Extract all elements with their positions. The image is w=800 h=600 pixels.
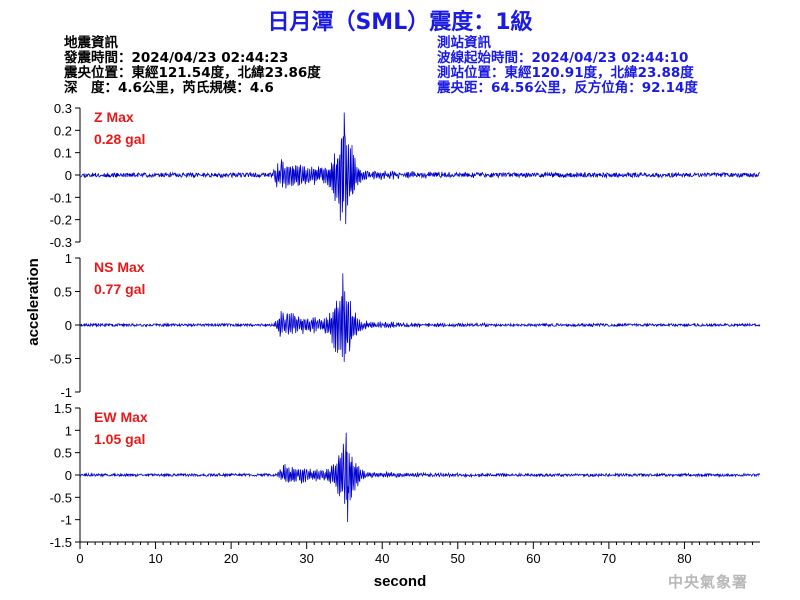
y-tick-label: 0.2: [54, 123, 72, 138]
y-tick-label: -0.5: [50, 352, 72, 367]
y-tick-label: 0.3: [54, 101, 72, 116]
panel-z: 0.3 0.2 0.1 0 -0.1 -0.2 -0.3 Z Max 0.28 gal: [50, 101, 761, 250]
x-tick-label: 20: [224, 551, 238, 566]
earthquake-info-line: 震央位置：東經121.54度，北緯23.86度: [64, 65, 321, 81]
y-tick-label: 0.1: [54, 146, 72, 161]
earthquake-info-line: 深 度：4.6公里，芮氏規模：4.6: [64, 80, 274, 96]
x-tick-label: 0: [76, 551, 83, 566]
x-tick-label: 40: [375, 551, 389, 566]
y-tick-label: -0.2: [50, 213, 72, 228]
earthquake-info-heading: 地震資訊: [64, 35, 118, 51]
station-info-heading: 測站資訊: [437, 35, 491, 51]
y-axis-label: acceleration: [25, 258, 42, 346]
x-axis-label: second: [374, 573, 427, 590]
max-value: 1.05 gal: [94, 431, 145, 447]
max-value: 0.28 gal: [94, 131, 145, 147]
x-tick-label: 60: [526, 551, 540, 566]
y-tick-label: 0.5: [54, 285, 72, 300]
max-label: Z Max: [94, 109, 134, 125]
x-tick-label: 70: [602, 551, 616, 566]
station-info-line: 震央距：64.56公里，反方位角：92.14度: [437, 80, 698, 96]
y-tick-label: 0.5: [54, 446, 72, 461]
x-tick-label: 50: [451, 551, 465, 566]
station-info: 測站資訊 波線起始時間：2024/04/23 02:44:10 測站位置：東經1…: [437, 36, 698, 96]
y-tick-label: -0.3: [50, 235, 72, 250]
y-tick-label: -1.5: [50, 535, 72, 550]
earthquake-info: 地震資訊 發震時間：2024/04/23 02:44:23 震央位置：東經121…: [64, 36, 321, 96]
y-tick-label: 0: [65, 468, 72, 483]
waveform-trace-ew: [79, 432, 761, 522]
y-tick-label: 1: [65, 251, 72, 266]
y-tick-label: -1: [60, 513, 72, 528]
panel-ew: 1.5 1 0.5 0 -0.5 -1 -1.5 EW Max 1.05 gal: [50, 401, 761, 550]
max-label: NS Max: [94, 259, 145, 275]
station-info-line: 測站位置：東經120.91度，北緯23.88度: [437, 65, 694, 81]
y-tick-label: 0: [65, 168, 72, 183]
max-label: EW Max: [94, 409, 148, 425]
y-tick-label: 0: [65, 318, 72, 333]
y-tick-label: 1.5: [54, 401, 72, 416]
chart-title: 日月潭（SML）震度：1級: [267, 10, 533, 35]
y-tick-label: -0.1: [50, 190, 72, 205]
station-info-line: 波線起始時間：2024/04/23 02:44:10: [437, 50, 689, 66]
earthquake-info-line: 發震時間：2024/04/23 02:44:23: [64, 50, 289, 66]
y-tick-label: -1: [60, 385, 72, 400]
x-tick-label: 30: [299, 551, 313, 566]
watermark: 中央氣象署: [667, 573, 748, 591]
waveform-trace-ns: [79, 273, 761, 362]
x-tick-label: 10: [148, 551, 162, 566]
x-tick-label: 80: [677, 551, 691, 566]
panel-ns: 1 0.5 0 -0.5 -1 NS Max 0.77 gal: [50, 251, 761, 400]
y-tick-label: 1: [65, 423, 72, 438]
max-value: 0.77 gal: [94, 281, 145, 297]
waveform-trace-z: [79, 112, 761, 225]
y-tick-label: -0.5: [50, 490, 72, 505]
